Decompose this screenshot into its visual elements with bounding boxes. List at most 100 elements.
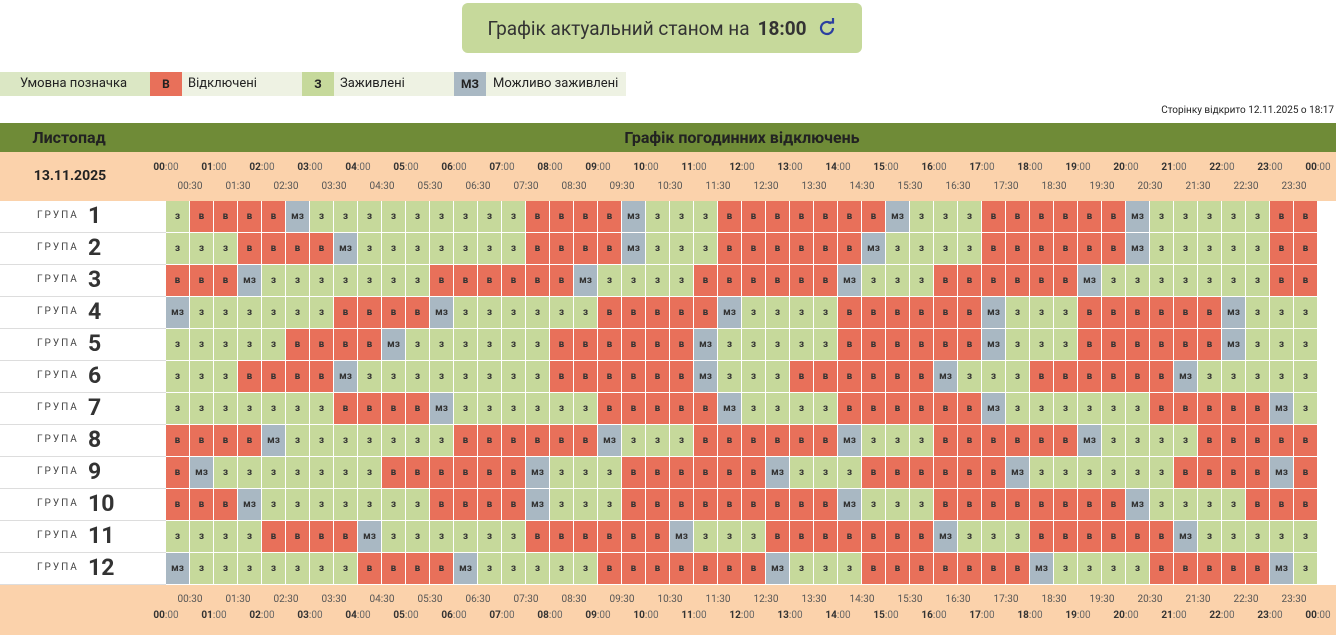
schedule-cell: в [670,361,693,392]
schedule-cell: мз [454,553,477,584]
schedule-cell: з [1102,393,1125,424]
schedule-cell: з [214,329,237,360]
schedule-cell: в [454,489,477,520]
schedule-cell: в [886,393,909,424]
schedule-cell: мз [1174,361,1197,392]
schedule-cell: з [1078,553,1101,584]
schedule-cell: з [1030,393,1053,424]
schedule-cell: в [166,425,189,456]
schedule-cell: мз [1222,297,1245,328]
hour-label: 21:00 [1161,610,1187,621]
group-number: 12 [88,554,115,581]
schedule-cell: з [766,329,789,360]
table-header: Листопад Графік погодинних відключень [0,123,1336,152]
schedule-cell: мз [286,201,309,232]
schedule-cell: в [1054,361,1077,392]
half-label: 11:30 [705,181,731,192]
schedule-cell: з [358,265,381,296]
schedule-cell: з [910,425,933,456]
legend-label: Відключені [182,72,302,96]
schedule-cell: в [862,393,885,424]
schedule-cell: мз [718,393,741,424]
schedule-cell: з [1198,233,1221,264]
hour-label: 05:00 [393,610,419,621]
schedule-cell: в [646,329,669,360]
schedule-cell: в [646,553,669,584]
schedule-cell: в [694,425,717,456]
schedule-cell: з [646,265,669,296]
half-label: 04:30 [369,594,395,605]
schedule-cell: в [502,425,525,456]
schedule-cell: з [934,233,957,264]
schedule-cell: з [526,361,549,392]
schedule-cell: з [502,553,525,584]
schedule-cell: в [1054,265,1077,296]
row-line [0,456,166,457]
schedule-cell: з [1294,361,1317,392]
row-line [0,296,166,297]
schedule-cell: з [286,393,309,424]
schedule-cell: в [406,553,429,584]
half-label: 01:30 [225,181,251,192]
schedule-cell: в [1246,393,1269,424]
schedule-cell: з [406,201,429,232]
half-label: 02:30 [273,181,299,192]
schedule-cell: з [1150,425,1173,456]
schedule-cell: з [1198,265,1221,296]
half-label: 08:30 [561,181,587,192]
schedule-cell: з [694,201,717,232]
schedule-cell: в [214,489,237,520]
schedule-cell: в [934,489,957,520]
schedule-cell: з [910,489,933,520]
schedule-cell: в [982,425,1005,456]
status-button[interactable]: Графік актуальний станом на 18:00 [462,3,862,53]
schedule-cell: в [1174,553,1197,584]
schedule-cell: в [910,457,933,488]
opened-note: Сторінку відкрито 12.11.2025 о 18:17 [1161,105,1334,116]
schedule-cell: з [1270,521,1293,552]
hour-label: 19:00 [1065,162,1091,173]
hour-label: 00:00 [1305,162,1331,173]
schedule-cell: в [238,425,261,456]
schedule-cell: з [430,425,453,456]
schedule-cell: в [694,393,717,424]
schedule-cell: в [742,233,765,264]
schedule-cell: в [550,201,573,232]
schedule-cell: з [886,425,909,456]
schedule-cell: в [934,553,957,584]
schedule-cell: в [1150,521,1173,552]
schedule-cell: з [910,201,933,232]
schedule-cell: з [334,201,357,232]
schedule-cell: з [1294,297,1317,328]
refresh-icon[interactable] [817,18,837,38]
schedule-cell: в [814,361,837,392]
schedule-cell: з [1126,265,1149,296]
schedule-cell: в [1246,489,1269,520]
half-label: 04:30 [369,181,395,192]
schedule-cell: з [1198,521,1221,552]
schedule-cell: в [1294,265,1317,296]
row-line [0,424,166,425]
schedule-cell: з [1006,393,1029,424]
schedule-cell: з [238,457,261,488]
schedule-cell: з [646,233,669,264]
schedule-cell: в [742,457,765,488]
schedule-cell: мз [982,297,1005,328]
half-label: 03:30 [321,594,347,605]
group-number: 6 [88,362,102,389]
schedule-cell: в [1198,553,1221,584]
half-label: 08:30 [561,594,587,605]
schedule-cell: з [550,553,573,584]
schedule-cell: з [430,521,453,552]
schedule-cell: з [1078,393,1101,424]
schedule-cell: в [982,201,1005,232]
row-line [0,552,166,553]
schedule-cell: в [982,489,1005,520]
schedule-cell: мз [526,457,549,488]
schedule-cell: з [478,201,501,232]
hour-label: 08:00 [537,610,563,621]
schedule-cell: в [1150,297,1173,328]
schedule-cell: з [598,265,621,296]
schedule-cell: в [1174,329,1197,360]
group-word: ГРУПА [37,466,79,477]
